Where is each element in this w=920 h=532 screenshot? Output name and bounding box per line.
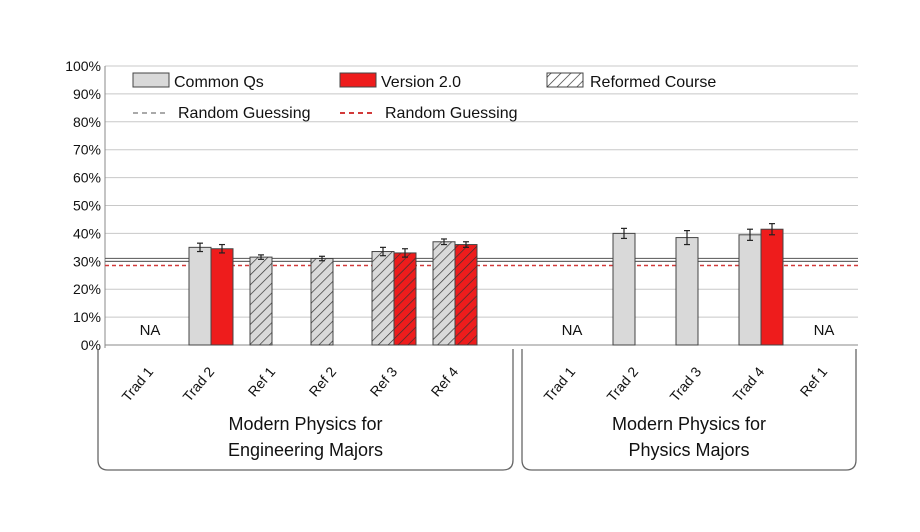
legend-label-random-version: Random Guessing: [385, 105, 518, 122]
bar-common: [738, 234, 762, 346]
legend-label-common: Common Qs: [174, 74, 264, 91]
x-axis-categories: Trad 1 Trad 2 Ref 1 Ref 2 Ref 3 Ref 4 Trad 1 Tr…: [118, 363, 830, 404]
bar-common-hatch: [250, 257, 272, 345]
group-label-line2: Physics Majors: [628, 440, 749, 460]
legend-label-version: Version 2.0: [381, 74, 461, 91]
bar-version: [210, 248, 234, 346]
legend-swatch-common: [132, 72, 170, 88]
legend-swatch-version: [339, 72, 377, 88]
group-label-line1: Modern Physics for: [228, 414, 382, 434]
bar-common-hatch: [433, 241, 455, 345]
bar-version: [760, 228, 784, 346]
bar-common: [188, 246, 212, 346]
legend: Common Qs Version 2.0 Reformed Course Rando…: [132, 72, 716, 122]
bar-common-hatch: [311, 258, 333, 345]
x-category-label: Trad 1: [540, 363, 578, 404]
legend-swatch-reformed-hatch: [547, 73, 583, 87]
x-category-label: Ref 2: [306, 363, 340, 399]
x-category-label: Trad 2: [603, 363, 641, 404]
bar-version-hatch: [394, 252, 416, 345]
y-tick-label: 30%: [73, 253, 101, 269]
legend-label-random-common: Random Guessing: [178, 105, 311, 122]
bar-common: [675, 237, 699, 346]
group-label-line2: Engineering Majors: [228, 440, 383, 460]
y-tick-label: 80%: [73, 114, 101, 130]
na-label: NA: [814, 322, 835, 339]
y-tick-label: 50%: [73, 198, 101, 214]
x-category-label: Ref 1: [797, 363, 831, 399]
x-category-label: Ref 4: [428, 363, 462, 399]
bar-version-hatch: [455, 244, 477, 345]
x-category-label: Trad 1: [118, 363, 156, 404]
x-category-label: Trad 2: [179, 363, 217, 404]
legend-label-reformed: Reformed Course: [590, 74, 716, 91]
y-axis: 0% 10% 20% 30% 40% 50% 60% 70% 80% 90% 100%: [65, 58, 106, 353]
y-tick-label: 60%: [73, 170, 101, 186]
y-tick-label: 0%: [81, 337, 101, 353]
x-category-label: Ref 3: [367, 363, 401, 399]
y-tick-label: 90%: [73, 86, 101, 102]
bar-common-hatch: [372, 251, 394, 345]
group-bracket: [521, 349, 857, 471]
y-tick-label: 10%: [73, 309, 101, 325]
bar-common: [612, 232, 636, 346]
group-label-line1: Modern Physics for: [612, 414, 766, 434]
na-label: NA: [562, 322, 583, 339]
x-category-label: Trad 4: [729, 363, 767, 404]
x-category-label: Ref 1: [245, 363, 279, 399]
y-tick-label: 20%: [73, 281, 101, 297]
na-label: NA: [140, 322, 161, 339]
y-tick-label: 40%: [73, 225, 101, 241]
group-bracket: [97, 349, 514, 471]
y-tick-label: 70%: [73, 142, 101, 158]
y-tick-label: 100%: [65, 58, 101, 74]
group-brackets: Modern Physics for Engineering Majors Mode…: [97, 349, 857, 471]
bars: NA NA NA: [140, 223, 835, 346]
x-category-label: Trad 3: [666, 363, 704, 404]
